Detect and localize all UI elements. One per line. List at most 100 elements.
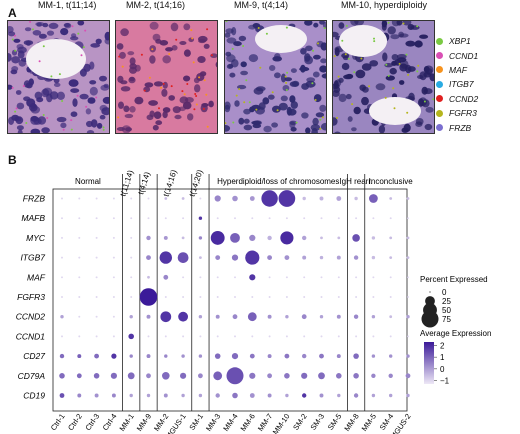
probe-signal-dot	[314, 99, 317, 101]
cell-nucleus	[116, 43, 124, 50]
expression-dot	[406, 236, 410, 240]
legend-item-ccnd1: CCND1	[436, 48, 478, 62]
expression-dot	[302, 353, 307, 359]
cell-nucleus	[255, 106, 265, 115]
cell-nucleus	[333, 31, 339, 38]
expression-dot	[199, 335, 202, 338]
cell-nucleus	[87, 97, 96, 104]
expression-dot	[78, 197, 81, 200]
expression-dot	[164, 197, 168, 200]
expression-dot	[199, 256, 202, 259]
cell-nucleus	[15, 90, 22, 95]
probe-signal-dot	[323, 27, 326, 30]
size-legend-label: 50	[442, 306, 451, 315]
expression-dot	[182, 335, 185, 338]
dot-plot: Normal t(11;14) t(4;14) t(14;16) t(14;20) Hyp…	[16, 168, 492, 434]
probe-signal-dot	[186, 83, 189, 85]
probe-signal-dot	[195, 95, 198, 97]
expression-dot	[130, 197, 133, 200]
cell-nucleus	[124, 113, 134, 119]
probe-signal-dot	[259, 66, 262, 69]
panel-b-letter: B	[8, 153, 17, 167]
probe-signal-dot	[232, 121, 235, 124]
probe-signal-dot	[148, 76, 151, 79]
cell-nucleus	[253, 120, 262, 126]
probe-signal-dot	[417, 64, 420, 67]
cell-nucleus	[418, 98, 424, 107]
expression-dot	[285, 335, 288, 338]
cell-nucleus	[134, 96, 144, 105]
probe-signal-dot	[393, 107, 396, 110]
probe-signal-dot	[183, 93, 186, 96]
cell-nucleus	[403, 123, 411, 132]
probe-signal-dot	[373, 37, 375, 40]
cell-nucleus	[419, 34, 429, 39]
probe-signal-dot	[140, 53, 143, 56]
probe-signal-dot	[345, 24, 348, 27]
cell-nucleus	[148, 100, 158, 106]
expression-dot	[320, 335, 323, 338]
cell-nucleus	[289, 120, 297, 126]
expression-dot	[336, 255, 341, 260]
probe-signal-dot	[319, 118, 322, 121]
expression-dot	[147, 335, 150, 338]
cell-nucleus	[83, 63, 91, 72]
probe-signal-dot	[360, 57, 363, 60]
expression-dot	[198, 315, 203, 319]
cell-nucleus	[421, 86, 428, 95]
cell-nucleus	[90, 43, 101, 48]
size-legend-dot	[425, 296, 435, 306]
gene-label: FGFR3	[17, 292, 45, 302]
cell-nucleus	[421, 99, 430, 108]
expression-dot	[181, 393, 185, 398]
expression-dot	[59, 393, 65, 398]
cell-nucleus	[86, 120, 93, 128]
expression-dot	[320, 217, 323, 220]
expression-dot	[216, 276, 219, 279]
legend-swatch	[436, 52, 443, 60]
expression-dot	[302, 235, 307, 241]
probe-signal-dot	[198, 76, 201, 79]
expression-dot	[234, 335, 236, 338]
legend-swatch	[436, 124, 443, 132]
cell-nucleus	[11, 66, 19, 72]
cell-nucleus	[42, 22, 49, 28]
expression-dot	[199, 276, 202, 279]
expression-dot	[319, 353, 324, 359]
cell-nucleus	[335, 79, 342, 87]
expression-dot	[285, 296, 288, 298]
expression-dot	[249, 196, 255, 201]
cell-nucleus	[396, 21, 403, 26]
cell-nucleus	[313, 54, 321, 60]
probe-signal-dot	[168, 53, 171, 55]
probe-signal-dot	[170, 85, 173, 88]
expression-dot	[146, 235, 151, 241]
expression-dot	[214, 195, 221, 202]
expression-dot	[95, 236, 98, 239]
histology-image-mm10	[332, 20, 435, 134]
probe-signal-dot	[432, 98, 434, 101]
probe-signal-dot	[206, 28, 209, 31]
expression-dot	[147, 217, 150, 220]
legend-swatch	[436, 95, 443, 103]
gene-label: FRZB	[23, 194, 46, 204]
cell-nucleus	[361, 63, 372, 71]
expression-dot	[128, 333, 134, 340]
expression-dot	[78, 217, 81, 220]
sample-label: MM-3	[204, 412, 222, 433]
cell-nucleus	[60, 122, 67, 129]
probe-legend: XBP1 CCND1 MAF ITGB7 CCND2 FGFR3 FRZB	[436, 34, 478, 135]
cell-nucleus	[389, 67, 397, 75]
probe-signal-dot	[245, 79, 248, 82]
probe-signal-dot	[344, 53, 347, 56]
expression-dot	[231, 353, 239, 360]
probe-signal-dot	[384, 96, 387, 99]
probe-signal-dot	[71, 25, 74, 28]
expression-dot	[234, 296, 236, 298]
expression-dot	[354, 196, 358, 201]
expression-dot	[198, 373, 203, 379]
expression-dot	[353, 353, 359, 359]
cell-nucleus	[201, 103, 209, 107]
expression-dot	[352, 234, 360, 242]
expression-dot	[267, 314, 272, 319]
